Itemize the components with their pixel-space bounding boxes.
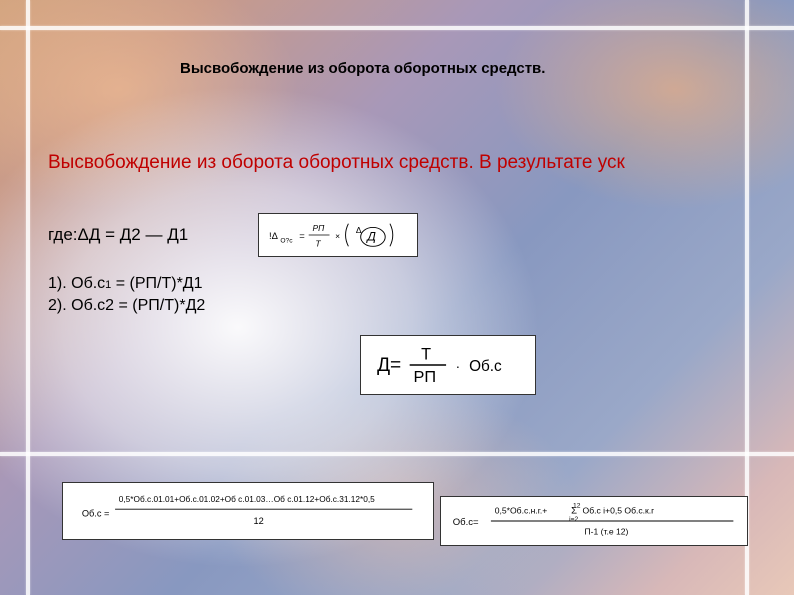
grid-line-bottom bbox=[0, 452, 794, 456]
slide-title: Высвобождение из оборота оборотных средс… bbox=[180, 60, 545, 77]
slide-subtitle: Высвобождение из оборота оборотных средс… bbox=[48, 152, 625, 174]
formula-box-4: Об.с= 0,5*Об.с.н.г.+ 12 Σ i=2 Об.с i+0,5… bbox=[440, 496, 748, 546]
svg-text:Д: Д bbox=[365, 230, 376, 244]
f1-lhs: !Δ bbox=[269, 231, 279, 242]
svg-text:Об.с=: Об.с= bbox=[453, 517, 479, 528]
svg-text:·: · bbox=[456, 359, 460, 374]
svg-text:Об.с i+0,5 Об.с.к.г: Об.с i+0,5 Об.с.к.г bbox=[583, 505, 655, 515]
where-line: где:ΔД = Д2 — Д1 bbox=[48, 225, 188, 245]
svg-text:Т: Т bbox=[421, 345, 431, 363]
formula-box-2: Д= Т РП · Об.с bbox=[360, 335, 536, 395]
svg-text:Об.с =: Об.с = bbox=[82, 509, 110, 519]
svg-text:i=2: i=2 bbox=[569, 516, 578, 523]
svg-text:0,5*Об.с.н.г.+: 0,5*Об.с.н.г.+ bbox=[495, 505, 548, 515]
svg-text:РП: РП bbox=[313, 223, 326, 233]
formula-text-2: 2). Об.с2 = (РП/Т)*Д2 bbox=[48, 297, 205, 315]
formula-text-1: 1). Об.с1 = (РП/Т)*Д1 bbox=[48, 275, 203, 293]
svg-text:РП: РП bbox=[414, 368, 437, 386]
grid-line-top bbox=[0, 26, 794, 30]
svg-text:Об.с: Об.с bbox=[469, 358, 502, 375]
svg-text:О?с: О?с bbox=[280, 238, 293, 245]
svg-text:×: × bbox=[335, 231, 340, 241]
svg-text:Т: Т bbox=[315, 238, 321, 248]
svg-text:Σ: Σ bbox=[571, 505, 577, 516]
svg-text:0,5*Об.с.01.01+Об.с.01.02+Об с: 0,5*Об.с.01.01+Об.с.01.02+Об с.01.03…Об … bbox=[119, 494, 375, 504]
svg-text:Д=: Д= bbox=[377, 355, 401, 376]
svg-text:=: = bbox=[299, 231, 305, 242]
formula-box-3: Об.с = 0,5*Об.с.01.01+Об.с.01.02+Об с.01… bbox=[62, 482, 434, 540]
svg-text:П-1 (т.е 12): П-1 (т.е 12) bbox=[584, 526, 628, 536]
formula-box-1: !Δ О?с = РП Т × Δ Д bbox=[258, 213, 418, 257]
grid-line-left bbox=[26, 0, 30, 595]
svg-text:12: 12 bbox=[254, 516, 264, 526]
